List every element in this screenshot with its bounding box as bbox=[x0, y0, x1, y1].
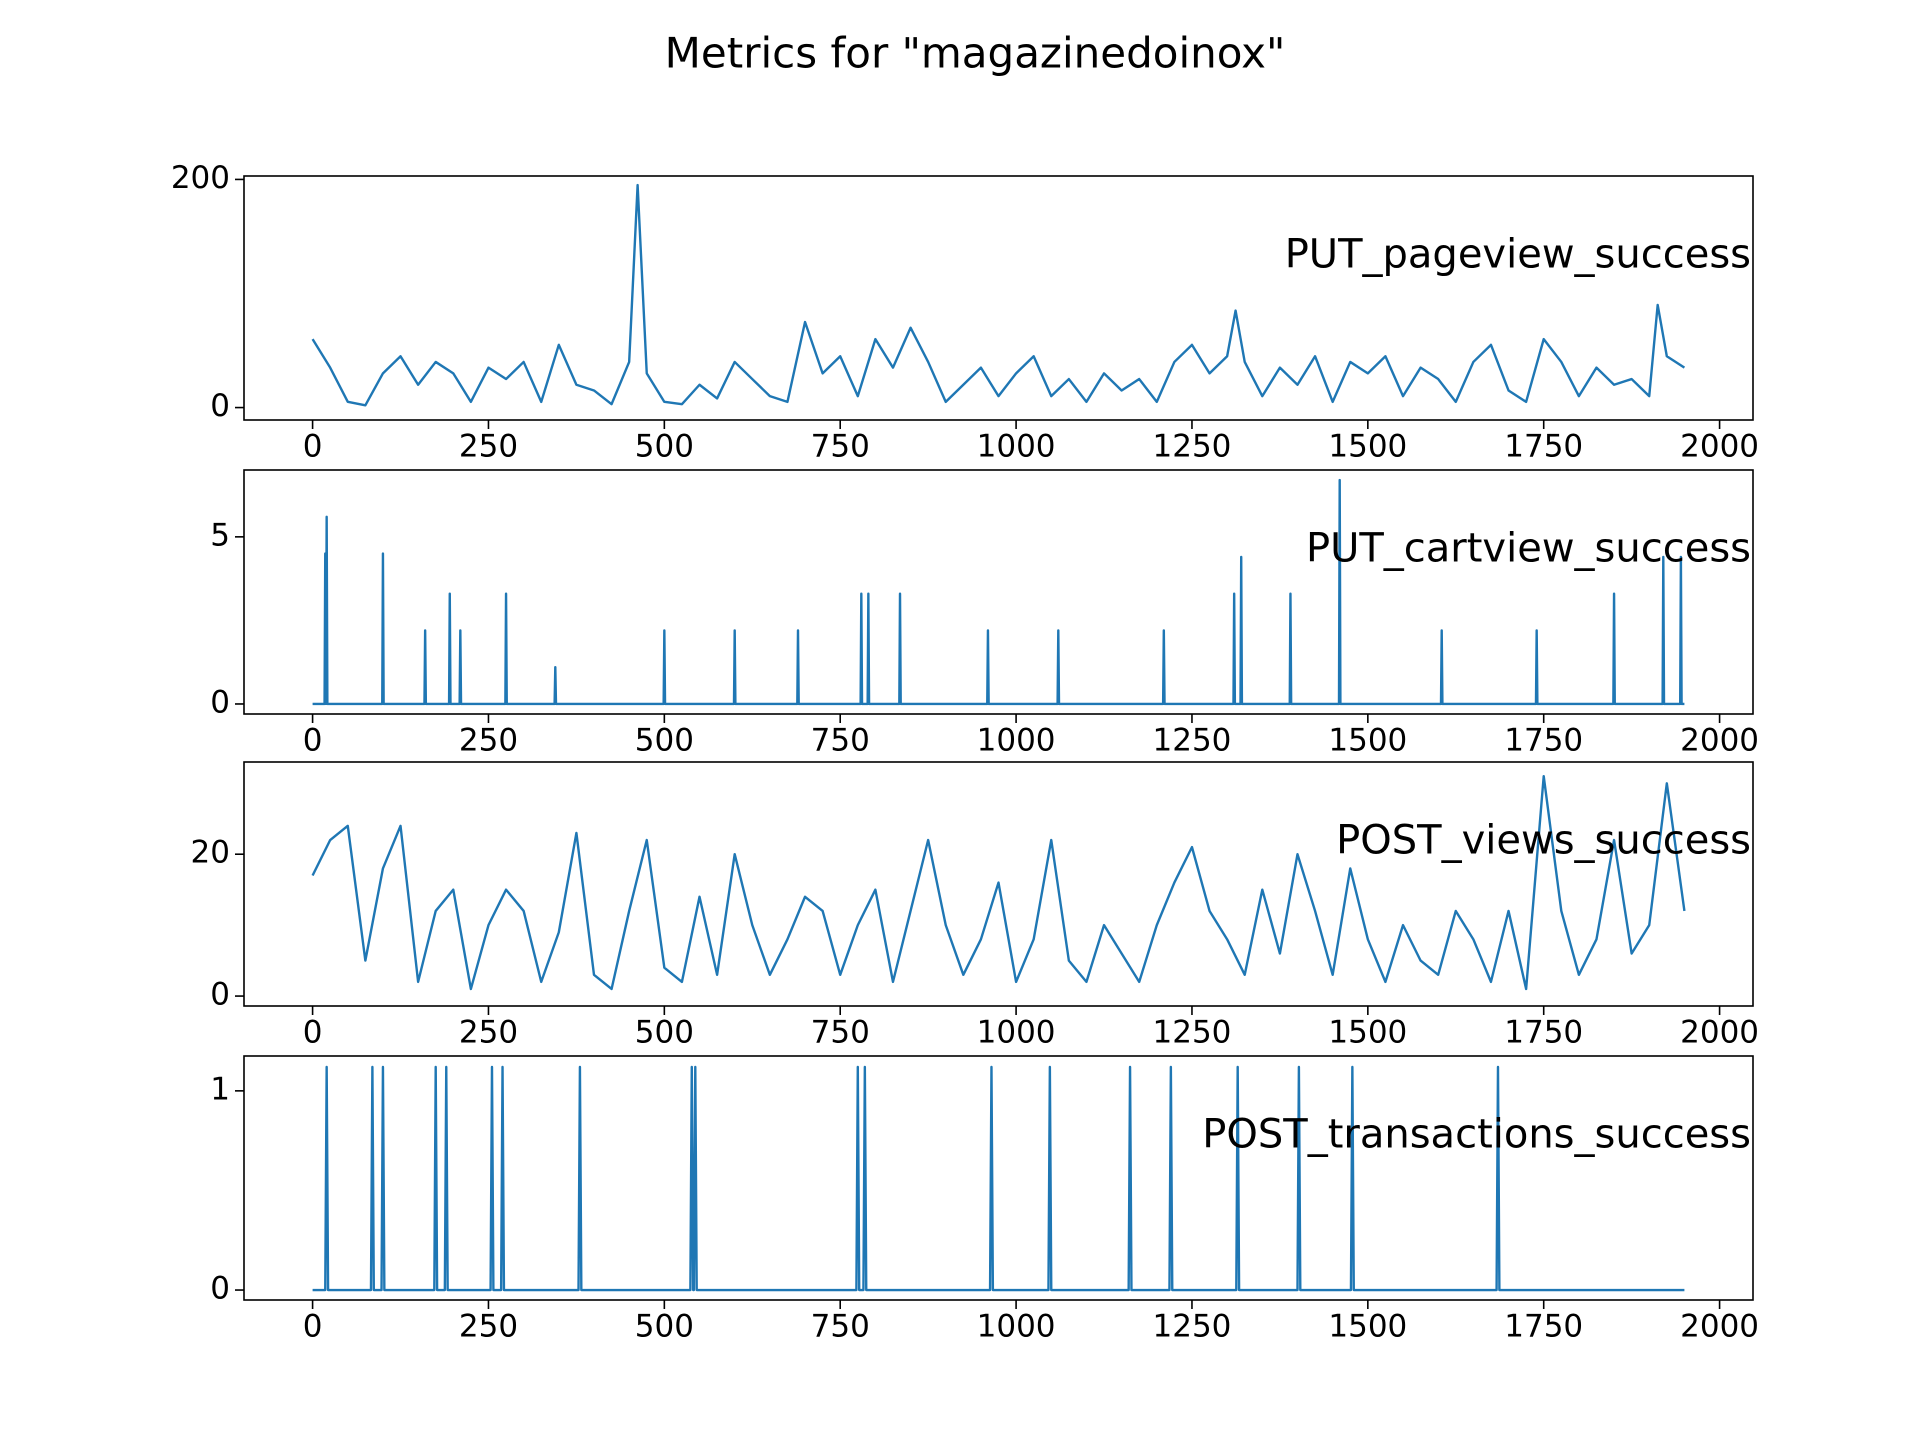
x-tick-label: 1500 bbox=[1328, 722, 1407, 758]
x-tick-label: 2000 bbox=[1680, 722, 1759, 758]
x-tick-label: 2000 bbox=[1680, 1014, 1759, 1050]
x-tick-label: 1500 bbox=[1328, 1308, 1407, 1344]
x-tick-label: 1250 bbox=[1153, 1308, 1232, 1344]
x-tick-label: 1750 bbox=[1504, 1014, 1583, 1050]
subplot: 0 250 500 750 1000 1250 1500 1750 2000 0 5 PUT_cart… bbox=[210, 469, 1759, 758]
x-tick-label: 750 bbox=[811, 722, 870, 758]
x-tick-label: 750 bbox=[811, 428, 870, 464]
y-tick-label: 0 bbox=[210, 388, 230, 424]
x-tick-label: 0 bbox=[303, 1308, 323, 1344]
data-line bbox=[312, 478, 1685, 706]
x-tick-label: 1250 bbox=[1153, 428, 1232, 464]
x-tick-label: 750 bbox=[811, 1308, 870, 1344]
x-tick-label: 750 bbox=[811, 1014, 870, 1050]
series-label: POST_views_success bbox=[1336, 818, 1751, 864]
x-tick-label: 250 bbox=[459, 722, 518, 758]
x-tick-label: 250 bbox=[459, 1308, 518, 1344]
figure-title: Metrics for "magazinedoinox" bbox=[665, 29, 1286, 78]
y-tick-label: 1 bbox=[210, 1071, 230, 1107]
x-tick-label: 2000 bbox=[1680, 428, 1759, 464]
x-tick-label: 500 bbox=[635, 1308, 694, 1344]
x-tick-label: 1250 bbox=[1153, 722, 1232, 758]
data-line bbox=[312, 1065, 1685, 1292]
data-line bbox=[311, 183, 1686, 407]
x-tick-label: 0 bbox=[303, 1014, 323, 1050]
x-tick-label: 1750 bbox=[1504, 722, 1583, 758]
y-tick-label: 0 bbox=[210, 1271, 230, 1307]
y-tick-label: 0 bbox=[210, 684, 230, 720]
series-label: POST_transactions_success bbox=[1202, 1112, 1751, 1158]
y-tick-label: 20 bbox=[191, 835, 230, 871]
axes-background bbox=[244, 1056, 1753, 1300]
x-tick-label: 500 bbox=[635, 1014, 694, 1050]
x-tick-label: 1250 bbox=[1153, 1014, 1232, 1050]
subplot: 0 250 500 750 1000 1250 1500 1750 2000 0 20 POST_vi… bbox=[191, 761, 1759, 1050]
y-tick-label: 200 bbox=[171, 160, 230, 196]
x-tick-label: 1000 bbox=[977, 1014, 1056, 1050]
x-tick-label: 1750 bbox=[1504, 428, 1583, 464]
axes-frame bbox=[243, 761, 1754, 1007]
subplot: 0 250 500 750 1000 1250 1500 1750 2000 0 200 PUT_pa… bbox=[171, 160, 1759, 464]
x-tick-label: 1500 bbox=[1328, 1014, 1407, 1050]
x-tick-label: 1000 bbox=[977, 1308, 1056, 1344]
axes-frame bbox=[243, 1055, 1754, 1301]
x-tick-label: 250 bbox=[459, 1014, 518, 1050]
subplot: 0 250 500 750 1000 1250 1500 1750 2000 0 1 POST_tra… bbox=[210, 1055, 1759, 1344]
series-label: PUT_cartview_success bbox=[1306, 526, 1751, 572]
axes-frame bbox=[243, 175, 1754, 421]
axes-background bbox=[244, 470, 1753, 714]
x-tick-label: 250 bbox=[459, 428, 518, 464]
series-label: PUT_pageview_success bbox=[1285, 232, 1751, 278]
axes-frame bbox=[243, 469, 1754, 715]
y-tick-label: 5 bbox=[210, 517, 230, 553]
x-tick-label: 500 bbox=[635, 428, 694, 464]
x-tick-label: 1500 bbox=[1328, 428, 1407, 464]
x-tick-label: 1000 bbox=[977, 428, 1056, 464]
data-line bbox=[311, 774, 1686, 991]
x-tick-label: 0 bbox=[303, 722, 323, 758]
x-tick-label: 500 bbox=[635, 722, 694, 758]
axes-background bbox=[244, 176, 1753, 420]
x-tick-label: 1750 bbox=[1504, 1308, 1583, 1344]
x-tick-label: 2000 bbox=[1680, 1308, 1759, 1344]
x-tick-label: 0 bbox=[303, 428, 323, 464]
x-tick-label: 1000 bbox=[977, 722, 1056, 758]
y-tick-label: 0 bbox=[210, 977, 230, 1013]
